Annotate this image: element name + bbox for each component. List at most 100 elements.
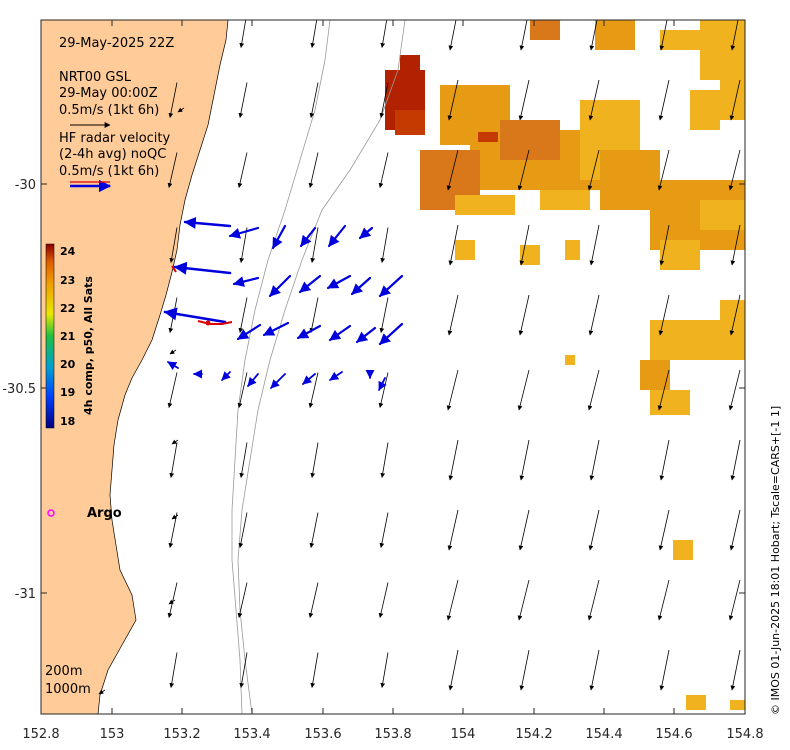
x-tick-label: 154.8: [726, 727, 763, 742]
radar-arrow: [358, 226, 374, 240]
radar-arrow: [296, 324, 322, 340]
model-arrow: [657, 149, 670, 191]
info-panel: 29-May-2025 22Z NRT00 GSL 29-May 00:00Z …: [59, 36, 174, 193]
colorbar-tick: 18: [60, 415, 75, 428]
model-arrow: [518, 294, 530, 336]
model-arrow: [167, 152, 178, 188]
colorbar-tick: 22: [60, 302, 75, 315]
y-axis-labels: -30 -30.5 -31: [2, 178, 36, 602]
radar-arrow: [298, 274, 322, 294]
sst-layer: [385, 20, 745, 710]
model-arrow: [309, 297, 319, 333]
model-arrow: [237, 372, 248, 408]
model-arrow: [380, 20, 388, 48]
drifter-track: [197, 320, 233, 325]
model-arrow: [447, 79, 459, 121]
model-arrow: [518, 509, 530, 551]
model-arrow: [728, 579, 741, 621]
x-tick-label: 154.4: [585, 727, 622, 742]
radar-arrow: [232, 276, 260, 287]
model-arrow: [519, 439, 530, 481]
colorbar-tick: 21: [60, 330, 75, 343]
model-arrow: [519, 649, 530, 691]
model-arrow: [517, 149, 530, 191]
model-arrow: [518, 79, 530, 121]
radar-arrow: [326, 274, 352, 290]
model-arrow: [446, 369, 459, 411]
model-arrow: [658, 294, 670, 336]
model-arrow: [589, 224, 600, 266]
model-arrow: [237, 152, 248, 188]
sst-cell: [686, 695, 706, 710]
model-arrow: [730, 649, 741, 691]
sst-cell: [455, 195, 515, 215]
x-tick-label: 154.2: [515, 727, 552, 742]
radar-arrow: [271, 224, 287, 250]
radar-arrow: [262, 321, 290, 337]
model-arrow: [167, 372, 178, 408]
sst-cell: [395, 110, 425, 135]
model-arrow: [237, 582, 248, 618]
land-mass: [41, 20, 229, 714]
model-arrow: [380, 227, 389, 263]
x-tick-label: 153.6: [304, 727, 341, 742]
radar-arrow: [378, 274, 404, 298]
radar-label-1: HF radar velocity: [59, 131, 171, 146]
radar-arrow: [247, 373, 259, 387]
radar-arrow: [329, 371, 343, 381]
credit-text: © IMOS 01-Jun-2025 18:01 Hobart; Tscale=…: [769, 406, 782, 715]
x-tick-label: 153.8: [374, 727, 411, 742]
model-arrow: [239, 227, 248, 263]
isobath-label-200m: 200m: [45, 664, 82, 679]
model-arrow: [519, 20, 528, 51]
radar-arrow-field: [163, 216, 404, 391]
sst-cell: [595, 20, 635, 50]
model-arrow: [378, 152, 389, 188]
sst-cell: [650, 390, 690, 415]
model-arrow: [309, 512, 319, 548]
x-tick-label: 154: [451, 727, 476, 742]
radar-label-2: (2-4h avg) noQC: [59, 147, 166, 162]
model-arrow: [238, 297, 248, 333]
model-arrow: [169, 349, 177, 355]
radar-arrow: [378, 322, 404, 346]
model-arrow: [447, 294, 459, 336]
radar-arrow: [228, 226, 260, 239]
sst-cell: [660, 240, 700, 270]
radar-arrow: [328, 324, 352, 342]
model-arrow: [168, 82, 178, 118]
model-arrow: [310, 227, 319, 263]
sst-cell: [700, 200, 745, 230]
model-arrow: [446, 579, 459, 621]
radar-arrow: [327, 224, 347, 248]
colorbar-tick: 19: [60, 386, 75, 399]
model-arrow: [729, 509, 741, 551]
radar-arrow: [299, 226, 317, 248]
model-arrow: [589, 20, 598, 51]
model-arrow: [448, 20, 457, 51]
colorbar: 24 23 22 21 20 19 18 4h comp, p50, All S…: [45, 243, 95, 429]
model-arrow: [729, 79, 741, 121]
sst-cell: [565, 355, 575, 365]
radar-arrow: [163, 307, 227, 324]
x-tick-label: 153.4: [233, 727, 270, 742]
model-arrow: [729, 294, 741, 336]
model-arrow: [379, 512, 389, 548]
model-arrow: [308, 152, 319, 188]
sst-cell: [690, 90, 720, 130]
model-arrow: [588, 294, 600, 336]
axis-ticks: [40, 20, 746, 714]
radar-arrow: [183, 216, 232, 229]
model-arrow: [169, 227, 178, 263]
model-arrow: [730, 20, 739, 51]
model-arrow-field: [98, 20, 741, 695]
argo-label: Argo: [87, 506, 122, 521]
timestamp: 29-May-2025 22Z: [59, 36, 174, 51]
model-time: 29-May 00:00Z: [59, 86, 158, 101]
model-arrow: [658, 79, 670, 121]
model-arrow: [239, 652, 248, 688]
model-arrow: [519, 224, 530, 266]
colorbar-tick: 20: [60, 358, 76, 371]
model-arrow: [589, 439, 600, 481]
